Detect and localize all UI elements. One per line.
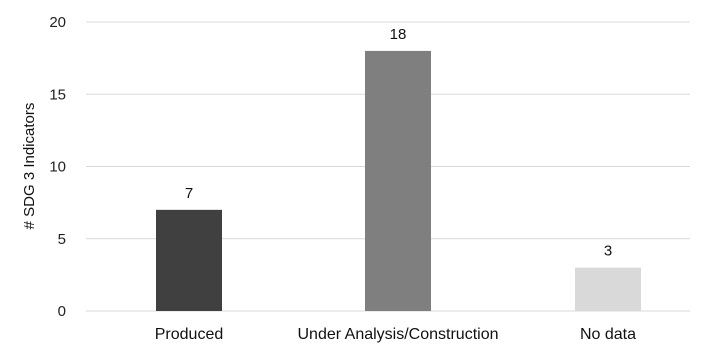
y-axis-label: # SDG 3 Indicators	[21, 103, 38, 230]
y-tick-label: 15	[49, 86, 66, 103]
y-tick-label: 0	[58, 303, 66, 320]
data-labels: 7 18 3	[185, 26, 612, 260]
y-tick-label: 10	[49, 159, 66, 176]
bars	[156, 50, 641, 312]
x-axis-categories: Produced Under Analysis/Construction No da…	[155, 326, 636, 343]
x-category-label: No data	[580, 326, 636, 343]
bar-produced	[156, 209, 222, 311]
x-category-label: Under Analysis/Construction	[298, 326, 499, 343]
y-tick-label: 20	[49, 14, 66, 31]
data-label: 18	[390, 26, 407, 43]
y-tick-label: 5	[58, 231, 66, 248]
x-category-label: Produced	[155, 326, 224, 343]
data-label: 3	[604, 243, 612, 260]
bar-no-data	[575, 267, 641, 311]
data-label: 7	[185, 185, 193, 202]
y-axis-ticks: 0 5 10 15 20	[49, 14, 66, 320]
bar-under-analysis-construction	[365, 50, 431, 312]
